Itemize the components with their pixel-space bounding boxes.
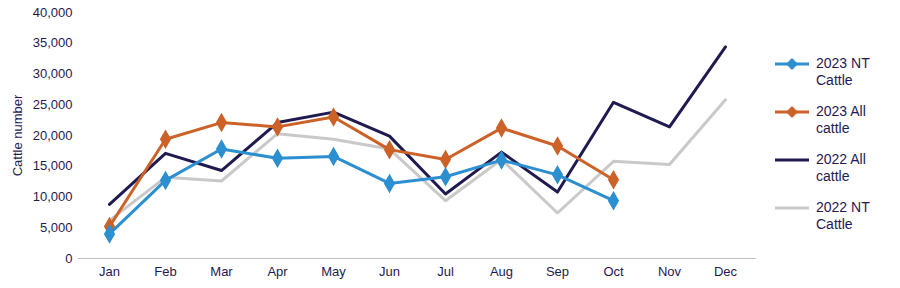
svg-text:Feb: Feb xyxy=(154,264,176,279)
svg-text:Jun: Jun xyxy=(379,264,400,279)
html-text:2022 NT Cattle: 2022 NT Cattle xyxy=(816,199,870,232)
svg-text:Mar: Mar xyxy=(210,264,233,279)
html-text:2022 All cattle: 2022 All cattle xyxy=(816,151,866,184)
svg-text:Oct: Oct xyxy=(603,264,624,279)
svg-text:20,000: 20,000 xyxy=(33,128,73,143)
svg-text:Aug: Aug xyxy=(490,264,513,279)
svg-text:5,000: 5,000 xyxy=(40,220,73,235)
svg-text:Jul: Jul xyxy=(437,264,454,279)
svg-text:Apr: Apr xyxy=(267,264,288,279)
svg-text:Nov: Nov xyxy=(658,264,682,279)
svg-text:35,000: 35,000 xyxy=(33,35,73,50)
html-text:2023 All cattle: 2023 All cattle xyxy=(816,103,866,136)
html-text:2023 NT Cattle: 2023 NT Cattle xyxy=(816,55,870,88)
svg-text:40,000: 40,000 xyxy=(33,5,73,20)
svg-text:May: May xyxy=(321,264,346,279)
svg-text:Sep: Sep xyxy=(546,264,569,279)
svg-text:Cattle number: Cattle number xyxy=(10,94,25,176)
svg-text:30,000: 30,000 xyxy=(33,66,73,81)
svg-text:15,000: 15,000 xyxy=(33,158,73,173)
svg-text:25,000: 25,000 xyxy=(33,97,73,112)
svg-text:10,000: 10,000 xyxy=(33,189,73,204)
svg-text:Dec: Dec xyxy=(714,264,738,279)
svg-text:0: 0 xyxy=(65,251,72,266)
svg-text:Jan: Jan xyxy=(99,264,120,279)
